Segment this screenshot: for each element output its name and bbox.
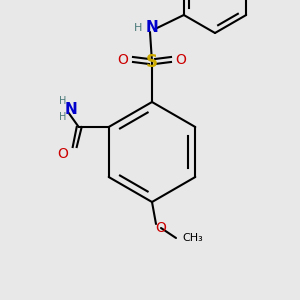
Text: O: O xyxy=(156,221,167,235)
Text: N: N xyxy=(64,101,77,116)
Text: O: O xyxy=(176,53,186,67)
Text: O: O xyxy=(118,53,128,67)
Text: S: S xyxy=(146,53,158,71)
Text: H: H xyxy=(134,23,142,33)
Text: N: N xyxy=(146,20,158,35)
Text: H: H xyxy=(59,112,66,122)
Text: CH₃: CH₃ xyxy=(182,233,203,243)
Text: H: H xyxy=(59,96,66,106)
Text: O: O xyxy=(57,147,68,161)
